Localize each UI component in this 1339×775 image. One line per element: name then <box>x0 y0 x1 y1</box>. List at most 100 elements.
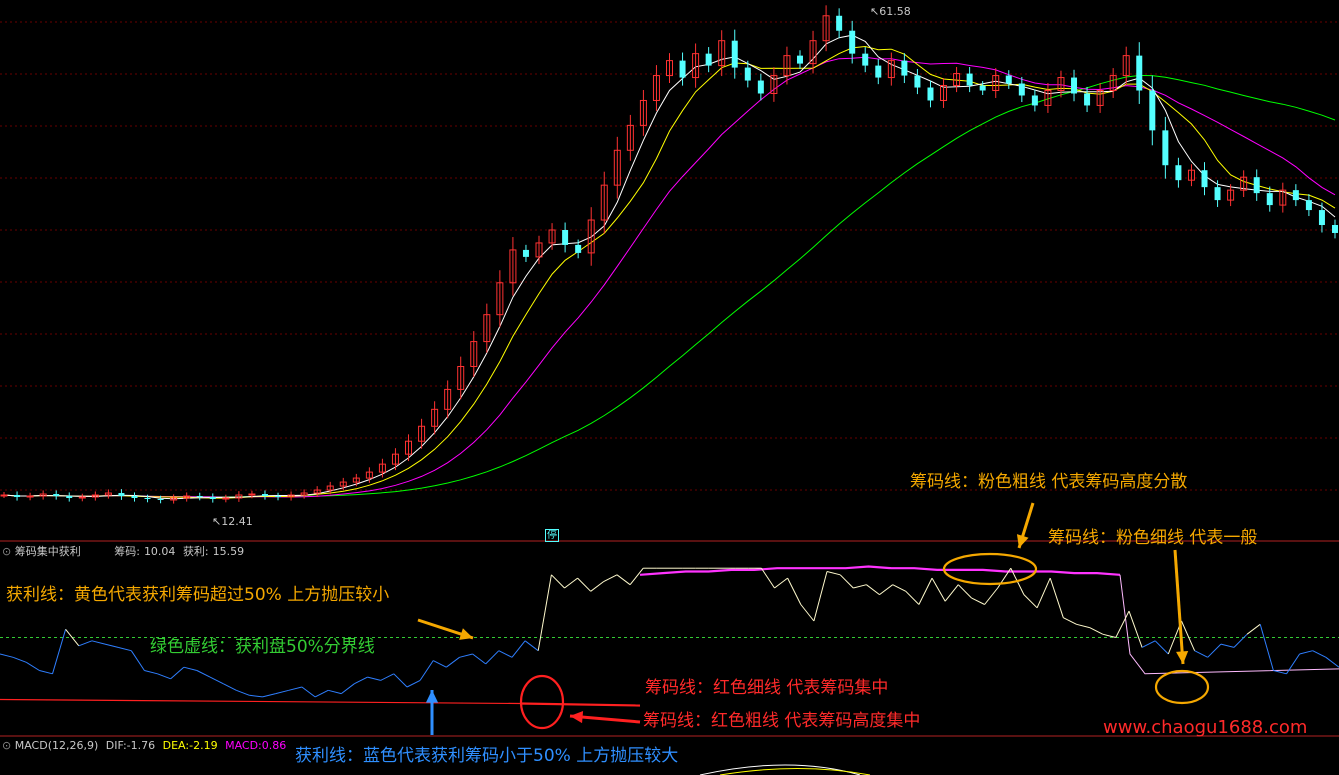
profit-line-segment <box>918 577 933 605</box>
profit-line-segment <box>340 683 355 694</box>
candle-body-down <box>705 53 712 66</box>
candle-body-up <box>0 494 8 497</box>
candle-body-up <box>600 184 608 221</box>
candle-body-up <box>248 493 256 496</box>
candle-body-up <box>39 493 47 497</box>
candle-body-down <box>118 493 125 497</box>
profit-line-segment <box>196 670 211 678</box>
annotation-red-thick: 筹码线：红色粗线 代表筹码高度集中 <box>643 711 921 731</box>
profit-line-segment <box>1299 650 1313 655</box>
candle-body-down <box>66 496 73 499</box>
candle-body-down <box>1266 193 1273 206</box>
highlight-ellipse-red-thick <box>519 674 565 730</box>
arrow-pink-thin-head <box>1176 650 1189 664</box>
profit-line-segment <box>1036 577 1051 609</box>
profit-line-segment <box>144 670 158 675</box>
profit-line-segment <box>393 673 408 688</box>
indicator-header: ⊙ 筹码集中获利 筹码: 10.04 获利: 15.59 <box>2 545 244 558</box>
candle-body-up <box>1044 90 1052 106</box>
profit-line-segment <box>78 640 93 647</box>
profit-line-segment <box>236 689 250 696</box>
candle-body-up <box>378 463 386 473</box>
dif-value: -1.76 <box>126 739 156 752</box>
candle-body-up <box>535 242 543 258</box>
macd-value: 0.86 <box>261 739 287 752</box>
profit-line-segment <box>1181 620 1196 651</box>
candle-body-up <box>809 40 817 65</box>
candle-body-up <box>418 425 426 442</box>
profit-line-segment <box>524 640 539 652</box>
profit-line-segment <box>52 629 67 674</box>
profit-line-segment <box>0 653 14 658</box>
profit-line-segment <box>367 676 381 681</box>
profit-line-segment <box>511 640 526 658</box>
candle-body-down <box>196 496 203 498</box>
candle-body-down <box>522 249 529 257</box>
profit-line-segment <box>1273 670 1287 675</box>
profit-line-segment <box>905 590 920 605</box>
candle-body-down <box>927 87 934 101</box>
candle-body-up <box>1057 77 1065 92</box>
candle-body-down <box>966 73 973 86</box>
annotation-pink-thick: 筹码线：粉色粗线 代表筹码高度分散 <box>910 472 1188 492</box>
candle-body-up <box>992 75 1000 92</box>
profit-line-segment <box>551 574 565 589</box>
profit-line-segment <box>879 584 894 595</box>
profit-line-segment <box>117 646 132 652</box>
candle-body-down <box>209 497 216 500</box>
candle-body-up <box>1227 189 1235 201</box>
candle-body-down <box>275 496 282 498</box>
candle-body-up <box>365 471 373 479</box>
annotation-yellow-profit: 获利线：黄色代表获利筹码超过50% 上方抛压较小 <box>6 585 390 605</box>
candle-body-down <box>1005 75 1012 84</box>
highlight-ellipse-pink-thin <box>1154 669 1210 705</box>
profit-line-segment <box>432 660 447 668</box>
candle-body-up <box>313 489 321 494</box>
profit-line-segment <box>157 673 171 680</box>
candle-body-up <box>183 495 191 499</box>
profit-line-segment <box>957 584 972 599</box>
chip-value: 10.04 <box>143 545 176 558</box>
annotation-pink-thin: 筹码线：粉色细线 代表一般 <box>1048 528 1258 548</box>
macd-header: ⊙ MACD(12,26,9) DIF:-1.76 DEA:-2.19 MACD… <box>2 739 286 752</box>
profit-line-segment <box>249 694 263 698</box>
ma10-line <box>3 45 1336 499</box>
chip-line-pink-thin <box>1119 574 1339 675</box>
candle-body-up <box>1096 90 1104 106</box>
candle-body-up <box>1187 169 1195 181</box>
profit-line-segment <box>472 653 487 665</box>
candle-body-up <box>783 55 791 77</box>
profit-line-segment <box>603 574 618 582</box>
collapse-icon[interactable]: ⊙ <box>2 545 12 558</box>
watermark-url: www.chaogu1688.com <box>1103 717 1308 738</box>
highlight-ellipse-pink-thick <box>942 552 1038 586</box>
candle-body-down <box>1201 170 1208 188</box>
candle-body-up <box>496 282 504 316</box>
profit-line-segment <box>485 650 500 665</box>
candle-body-up <box>235 494 243 499</box>
candle-body-up <box>431 408 439 427</box>
profit-line-segment <box>1259 624 1274 671</box>
candle-body-up <box>326 485 334 491</box>
profit-line-segment <box>787 577 802 605</box>
profit-line-segment <box>826 571 841 576</box>
annotation-green-dashed: 绿色虚线：获利盘50%分界线 <box>150 637 375 657</box>
candle-body-up <box>457 365 465 390</box>
profit-line-segment <box>1207 643 1222 658</box>
profit-line-segment <box>209 676 224 685</box>
profit-line-segment <box>222 683 237 691</box>
profit-line-segment <box>170 666 185 680</box>
candle-body-up <box>339 481 347 487</box>
candle-body-up <box>483 314 491 343</box>
candle-body-up <box>587 219 595 254</box>
arrow-pink-thick-head <box>1016 534 1029 548</box>
candle-body-down <box>14 495 21 498</box>
low-price-value: 12.41 <box>221 515 253 528</box>
profit-line-segment <box>537 574 552 651</box>
high-price-label: ↖61.58 <box>870 5 911 18</box>
macd-collapse-icon[interactable]: ⊙ <box>2 739 12 752</box>
candle-body-up <box>1279 189 1287 206</box>
candle-body-up <box>718 40 726 67</box>
candle-body-down <box>875 65 882 78</box>
profit-line-segment <box>26 661 40 671</box>
